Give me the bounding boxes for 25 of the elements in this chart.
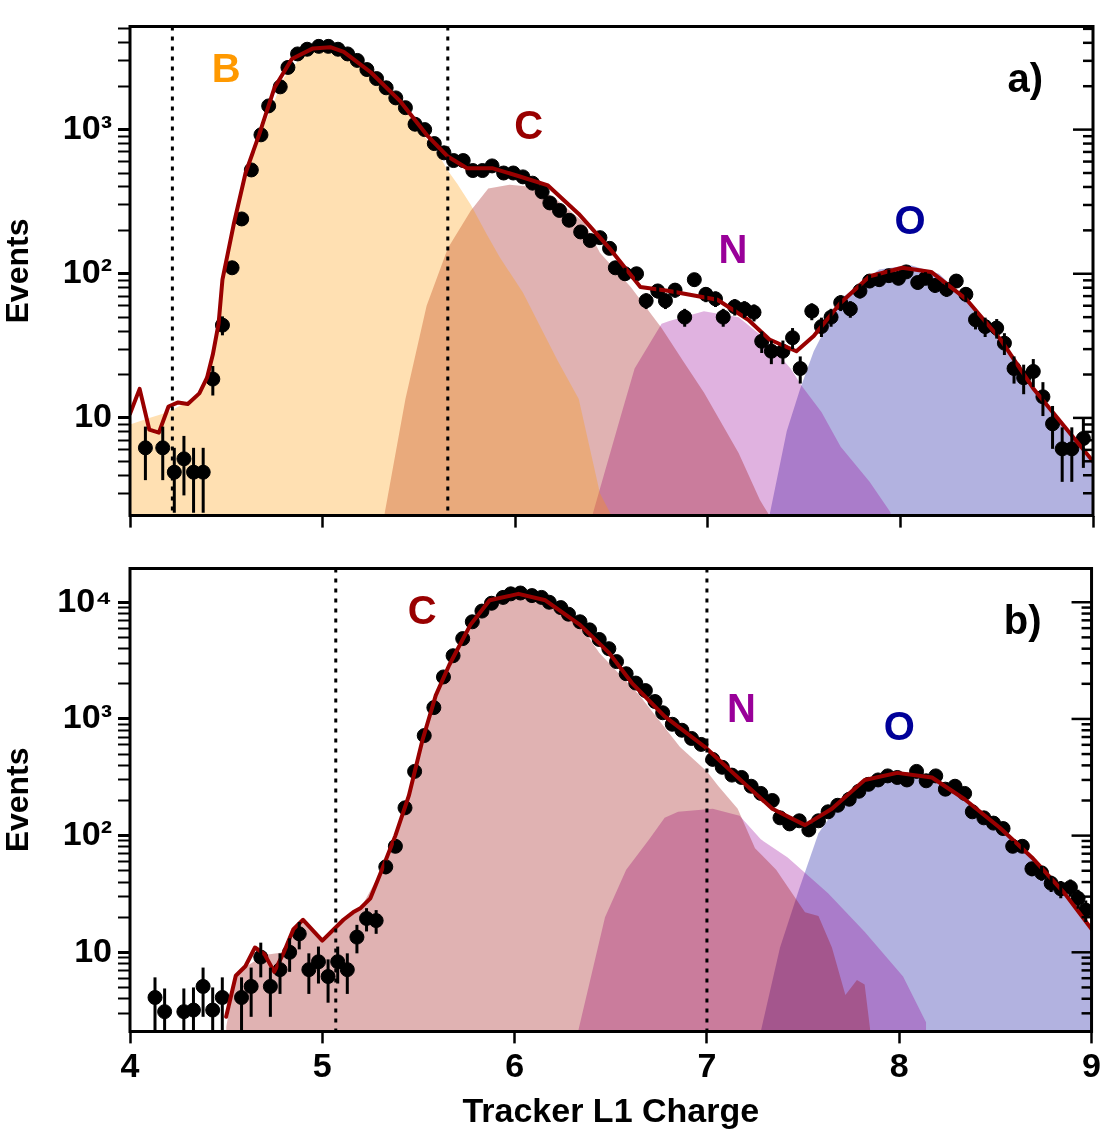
x-axis-title: Tracker L1 Charge: [462, 1090, 760, 1129]
x-tick-label: 9: [1082, 1046, 1102, 1085]
series-label: C: [407, 588, 437, 633]
series-label: N: [718, 227, 748, 272]
y-tick-label: 10: [74, 930, 112, 969]
annotation: a): [1007, 56, 1043, 101]
series-label: N: [727, 686, 756, 731]
series-label: O: [883, 704, 915, 749]
y-tick-label: 10²: [62, 814, 112, 852]
y-axis-title: Events: [0, 218, 36, 324]
x-tick-label: 7: [697, 1046, 717, 1085]
series-label: O: [894, 198, 926, 243]
x-tick-label: 5: [312, 1046, 332, 1085]
x-tick-label: 4: [120, 1046, 140, 1085]
y-axis-title: Events: [0, 747, 36, 853]
x-tick-label: 8: [889, 1046, 909, 1085]
series-label: C: [514, 103, 544, 148]
annotation: b): [1003, 598, 1042, 643]
y-tick-label: 10²: [62, 252, 112, 291]
y-tick-label: 10³: [62, 697, 112, 736]
series-label: B: [211, 46, 241, 91]
y-tick-label: 10: [74, 396, 112, 435]
x-tick-label: 6: [505, 1046, 525, 1085]
y-tick-label: 10⁴: [57, 580, 112, 619]
y-tick-label: 10³: [62, 107, 112, 146]
